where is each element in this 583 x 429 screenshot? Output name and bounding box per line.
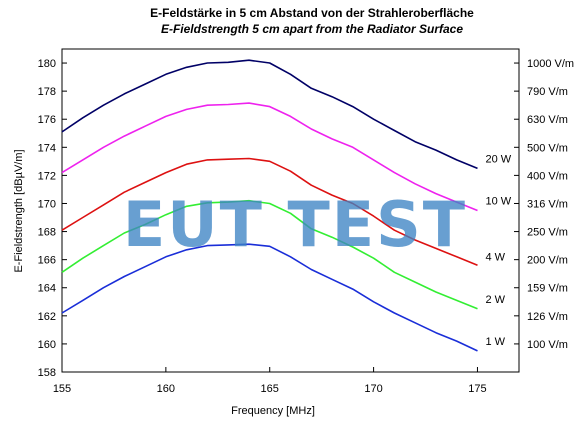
right-axis: 1000 V/m 790 V/m 630 V/m 500 V/m 400 V/m 316 … <box>514 58 574 351</box>
y-tick-label: 180 <box>38 58 56 70</box>
series-line <box>61 199 478 310</box>
right-tick-label: 126 V/m <box>527 311 568 323</box>
x-tick-label: 155 <box>53 383 71 395</box>
y-tick-label: 162 <box>38 311 56 323</box>
y-tick-label: 174 <box>38 142 56 154</box>
right-tick-label: 1000 V/m <box>527 58 574 70</box>
right-tick-label: 400 V/m <box>527 170 568 182</box>
chart-title: E-Feldstärke in 5 cm Abstand von der Str… <box>150 6 474 20</box>
x-tick-label: 165 <box>261 383 279 395</box>
y-tick-label: 164 <box>38 283 56 295</box>
watermark: EUT TEST <box>123 188 467 261</box>
right-tick-label: 500 V/m <box>527 142 568 154</box>
y-tick-label: 160 <box>38 339 56 351</box>
right-tick-label: 100 V/m <box>527 339 568 351</box>
x-axis: 155 160 165 170 175 <box>53 367 487 395</box>
y-axis: 158 160 162 164 166 168 170 172 174 176 178 180 <box>38 58 67 379</box>
series-label: 4 W <box>485 252 505 264</box>
right-tick-label: 630 V/m <box>527 114 568 126</box>
y-tick-label: 158 <box>38 367 56 379</box>
right-tick-label: 250 V/m <box>527 227 568 239</box>
y-tick-label: 178 <box>38 86 56 98</box>
y-tick-label: 168 <box>38 227 56 239</box>
right-tick-label: 200 V/m <box>527 255 568 267</box>
right-tick-label: 790 V/m <box>527 86 568 98</box>
series-label: 2 W <box>485 294 505 306</box>
x-tick-label: 175 <box>468 383 486 395</box>
y-tick-label: 172 <box>38 170 56 182</box>
series-label: 10 W <box>485 196 511 208</box>
series-label: 1 W <box>485 336 505 348</box>
series-label: 20 W <box>485 153 511 165</box>
y-tick-label: 170 <box>38 198 56 210</box>
y-tick-label: 166 <box>38 255 56 267</box>
series-line <box>61 243 478 352</box>
chart-subtitle: E-Fieldstrength 5 cm apart from the Radi… <box>161 22 463 36</box>
x-tick-label: 160 <box>157 383 175 395</box>
x-axis-label: Frequency [MHz] <box>231 405 315 417</box>
series-line <box>61 59 478 170</box>
plot-area-frame <box>61 48 520 373</box>
right-tick-label: 159 V/m <box>527 283 568 295</box>
series-line <box>61 157 478 267</box>
right-tick-label: 316 V/m <box>527 198 568 210</box>
y-axis-label: E-Fieldstrength [dBµV/m] <box>13 149 25 272</box>
series-labels: 20 W 10 W 4 W 2 W 1 W <box>485 153 511 348</box>
y-tick-label: 176 <box>38 114 56 126</box>
x-tick-label: 170 <box>364 383 382 395</box>
series-lines <box>61 59 478 352</box>
series-line <box>61 102 478 212</box>
